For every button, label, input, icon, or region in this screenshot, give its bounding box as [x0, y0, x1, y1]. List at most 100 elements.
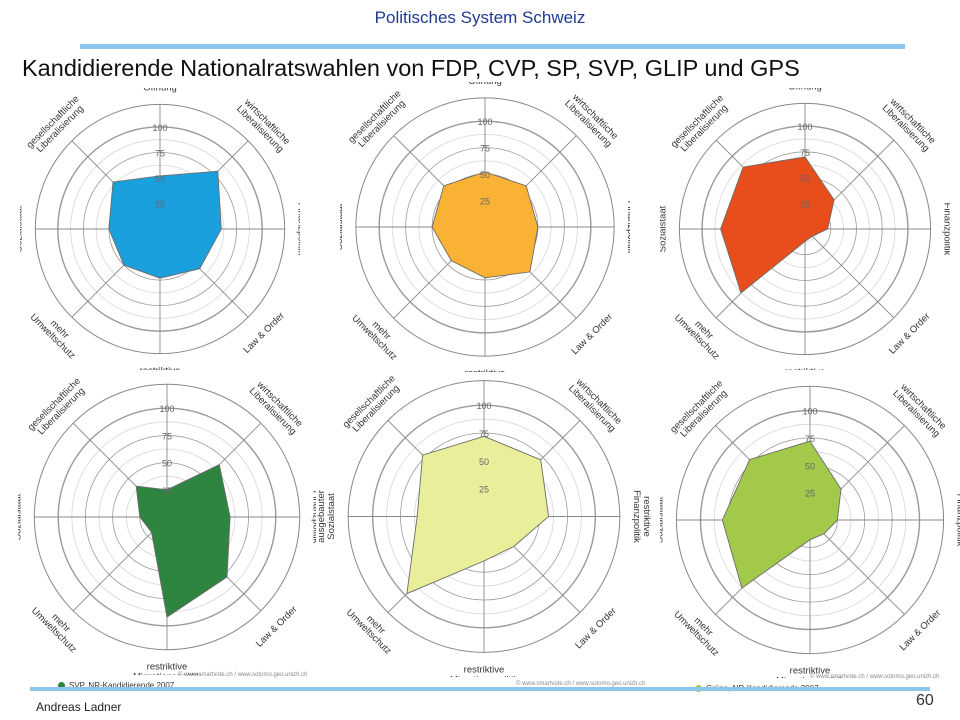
tick-label: 50: [480, 170, 490, 180]
radar-chart-sp: 255075100aussenpolitischeÖffnungwirtscha…: [660, 88, 950, 370]
axis-label-line: Finanzpolitik: [296, 203, 300, 256]
tick-label: 25: [479, 485, 489, 495]
credit-text: © www.smartvote.ch / www.sotomo.geo.uniz…: [516, 681, 646, 687]
tick-label: 50: [155, 174, 165, 184]
axis-label-line: Umweltschutz: [344, 607, 394, 657]
axis-label-line: Finanzpolitik: [955, 494, 960, 547]
tick-label: 100: [477, 117, 492, 127]
footer-rule: [30, 687, 930, 691]
spoke-line: [804, 228, 895, 319]
axis-label-line: restriktive: [465, 368, 506, 372]
axis-label: restriktiveMigrationspolitik: [785, 367, 826, 370]
credit-text: © www.smartvote.ch / www.sotomo.geo.uniz…: [810, 674, 940, 680]
axis-label-line: Sozialstaat: [20, 205, 24, 252]
svp-caption: SVP, NR-Kandidierende 2007: [58, 681, 174, 690]
radar-area: [108, 170, 222, 279]
axis-label-line: Migrationspolitik: [133, 672, 201, 675]
axis-label-line: Öffnung: [143, 88, 177, 93]
axis-label-line: Finanzpolitik: [311, 491, 316, 544]
axis-label: restriktiveMigrationspolitik: [776, 666, 844, 678]
axis-label-line: restriktive: [464, 664, 505, 675]
radar-panel-sp: 255075100aussenpolitischeÖffnungwirtscha…: [660, 88, 950, 370]
axis-label-line: Umweltschutz: [28, 312, 78, 362]
tick-label: 100: [797, 122, 812, 132]
axis-label: restriktiveMigrationspolitik: [450, 664, 518, 677]
credit-text: © www.smartvote.ch / www.sotomo.geo.uniz…: [178, 672, 308, 678]
radar-chart-glp: 255075100aussenpolitischeÖffnungwirtscha…: [316, 373, 652, 677]
tick-label: 75: [480, 144, 490, 154]
axis-label-line: Sozialstaat: [340, 203, 345, 250]
header-title: Politisches System Schweiz: [374, 8, 586, 27]
tick-label: 25: [155, 199, 165, 209]
axis-label-line: Umweltschutz: [349, 313, 399, 363]
axis-label-line: Sozialstaat: [18, 493, 23, 540]
tick-label: 75: [162, 431, 172, 441]
tick-label: 75: [155, 148, 165, 158]
radar-chart-gps: 255075100aussenpolitischeÖffnungwirtscha…: [660, 378, 960, 678]
radar-chart-cvp: 255075100aussenpolitischeÖffnungwirtscha…: [340, 82, 630, 372]
radar-area: [721, 440, 842, 589]
tick-label: 50: [162, 459, 172, 469]
axis-label-line: Öffnung: [788, 88, 822, 92]
tick-label: 75: [479, 429, 489, 439]
radar-panel-glp: 255075100aussenpolitischeÖffnungwirtscha…: [316, 372, 652, 694]
svp-dot-icon: [58, 682, 65, 690]
axis-label: restriktiveMigrationspolitik: [133, 662, 201, 675]
axis-label-line: Sozialstaat: [660, 496, 665, 543]
slide-title: Kandidierende Nationalratswahlen von FDP…: [22, 55, 800, 81]
axis-label-line: Sozialstaat: [326, 493, 337, 540]
radar-area: [720, 156, 835, 294]
radar-panel-fdp: 255075100aussenpolitischeÖffnungwirtscha…: [20, 88, 300, 370]
axis-label-line: restriktive: [147, 662, 188, 673]
svp-caption-text: SVP, NR-Kandidierende 2007: [69, 681, 175, 690]
tick-label: 25: [480, 197, 490, 207]
radar-area: [406, 435, 550, 595]
axis-label-line: Migrationspolitik: [776, 676, 844, 678]
tick-label: 75: [800, 148, 810, 158]
tick-label: 100: [152, 123, 167, 133]
radar-panel-cvp: 255075100aussenpolitischeÖffnungwirtscha…: [340, 82, 630, 372]
radar-area: [135, 464, 231, 618]
axis-label-line: Sozialstaat: [660, 205, 668, 252]
tick-label: 25: [805, 489, 815, 499]
radar-area: [431, 171, 539, 279]
axis-label-line: Umweltschutz: [671, 609, 721, 659]
tick-label: 100: [476, 401, 491, 411]
page-number: 60: [916, 692, 934, 709]
tick-label: 25: [162, 486, 172, 496]
tick-label: 100: [159, 404, 174, 414]
axis-label-line: restriktive: [140, 366, 181, 370]
radar-chart-fdp: 255075100aussenpolitischeÖffnungwirtscha…: [20, 88, 300, 370]
axis-label-line: Umweltschutz: [29, 605, 79, 655]
axis-label-line: ausgebauter: [316, 490, 327, 543]
axis-label-line: Umweltschutz: [672, 312, 722, 362]
tick-label: 50: [479, 457, 489, 467]
tick-label: 75: [805, 434, 815, 444]
axis-label: restriktiveMigrationspolitik: [465, 368, 506, 372]
axis-label: aussenpolitischeÖffnung: [468, 82, 502, 87]
axis-label: aussenpolitischeÖffnung: [143, 88, 177, 93]
axis-label: aussenpolitischeÖffnung: [788, 88, 822, 92]
radar-panel-svp: 255075100aussenpolitischeÖffnungwirtscha…: [18, 375, 316, 693]
header-rule: [80, 44, 905, 49]
axis-label-line: Migrationspolitik: [450, 674, 518, 677]
axis-label-line: Finanzpolitik: [625, 201, 630, 254]
spoke-line: [809, 519, 905, 615]
axis-label-line: Finanzpolitik: [942, 203, 950, 256]
tick-label: 25: [800, 199, 810, 209]
radar-panel-gps: 255075100aussenpolitischeÖffnungwirtscha…: [660, 378, 960, 700]
axis-label-line: Öffnung: [468, 82, 502, 87]
tick-label: 100: [802, 407, 817, 417]
axis-label-line: Finanzpolitik: [631, 490, 642, 543]
